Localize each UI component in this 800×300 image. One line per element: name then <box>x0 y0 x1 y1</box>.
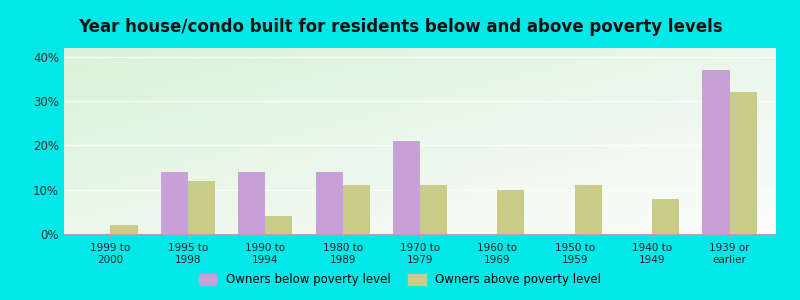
Bar <box>420 185 447 234</box>
Legend: Owners below poverty level, Owners above poverty level: Owners below poverty level, Owners above… <box>194 269 606 291</box>
Bar <box>498 190 525 234</box>
Bar <box>730 92 757 234</box>
Bar <box>161 172 188 234</box>
Bar <box>266 216 292 234</box>
Bar <box>574 185 602 234</box>
Bar <box>393 141 420 234</box>
Bar <box>315 172 342 234</box>
Bar <box>652 199 679 234</box>
Bar <box>702 70 730 234</box>
Bar <box>238 172 266 234</box>
Text: Year house/condo built for residents below and above poverty levels: Year house/condo built for residents bel… <box>78 18 722 36</box>
Bar <box>342 185 370 234</box>
Bar <box>110 225 138 234</box>
Bar <box>188 181 215 234</box>
